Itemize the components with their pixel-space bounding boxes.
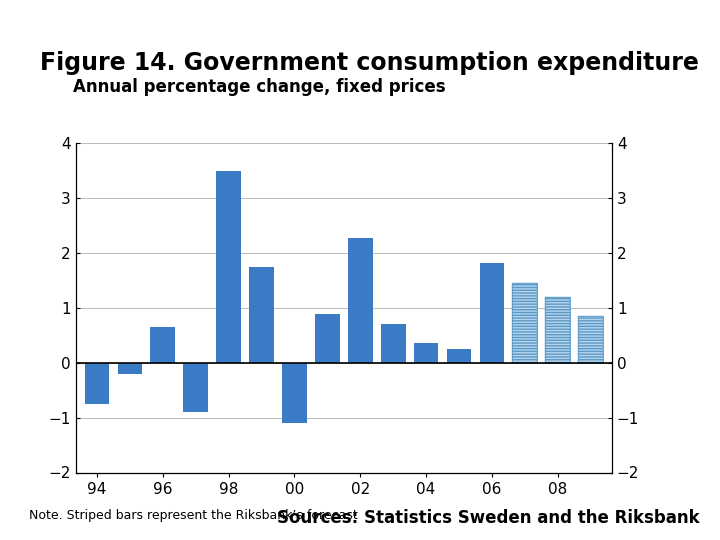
Text: Sources: Statistics Sweden and the Riksbank: Sources: Statistics Sweden and the Riksb… <box>277 509 700 526</box>
Bar <box>545 297 570 363</box>
Bar <box>446 349 472 363</box>
Text: Annual percentage change, fixed prices: Annual percentage change, fixed prices <box>73 78 446 96</box>
Bar <box>282 363 307 423</box>
Bar <box>545 297 570 363</box>
Bar <box>381 324 405 363</box>
Bar <box>513 283 537 363</box>
Bar <box>85 363 109 404</box>
Bar <box>578 316 603 363</box>
Text: Note. Striped bars represent the Riksbank’s forecast: Note. Striped bars represent the Riksban… <box>29 509 358 522</box>
Text: Figure 14. Government consumption expenditure: Figure 14. Government consumption expend… <box>40 51 698 75</box>
Bar <box>216 171 241 363</box>
Bar <box>184 363 208 412</box>
Bar <box>150 327 175 363</box>
Bar <box>513 283 537 363</box>
Bar <box>348 238 372 363</box>
Bar <box>578 316 603 363</box>
Bar <box>414 343 438 363</box>
Bar <box>315 314 340 363</box>
Text: SVERIGES
RIKSBANK: SVERIGES RIKSBANK <box>646 57 690 77</box>
Bar <box>480 263 504 363</box>
Bar <box>117 363 143 374</box>
Bar <box>249 267 274 363</box>
